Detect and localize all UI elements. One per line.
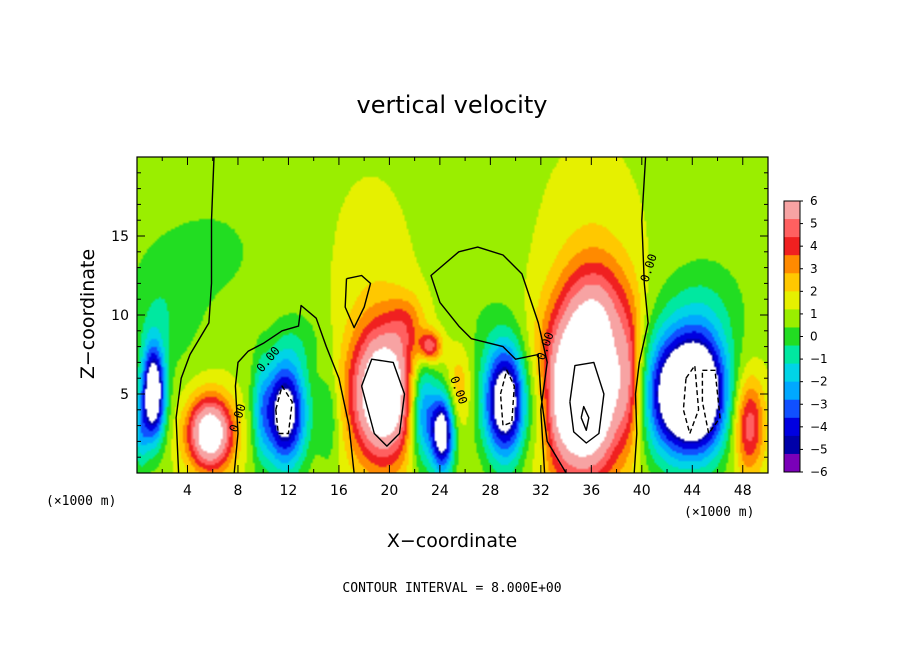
solid-contour xyxy=(430,246,567,473)
y-tick-label: 10 xyxy=(111,308,129,324)
x-axis-label: X−coordinate xyxy=(387,530,517,552)
x-tick-label: 28 xyxy=(481,483,499,499)
colorbar-swatch xyxy=(784,309,800,328)
x-tick-label: 8 xyxy=(233,483,242,499)
colorbar-swatch xyxy=(784,201,800,220)
y-axis-ticks: 5 10 15 xyxy=(111,172,768,458)
colorbar-label: 3 xyxy=(810,262,818,276)
colorbar-label: 6 xyxy=(810,194,818,208)
colorbar-label: −2 xyxy=(810,375,828,389)
solid-contour xyxy=(233,304,355,473)
velocity-field-image xyxy=(137,157,768,473)
solid-contour xyxy=(175,157,215,473)
x-tick-label: 48 xyxy=(734,483,752,499)
solid-contour xyxy=(360,358,406,447)
solid-contour xyxy=(580,405,590,431)
colorbar-label: −6 xyxy=(810,465,828,479)
x-tick-label: 4 xyxy=(183,483,192,499)
colorbar-swatch xyxy=(784,381,800,401)
colorbar-label: −3 xyxy=(810,397,828,411)
colorbar-swatch xyxy=(784,453,800,473)
colorbar-swatch xyxy=(784,399,800,419)
x-tick-label: 24 xyxy=(431,483,449,499)
dashed-contour xyxy=(682,364,700,435)
solid-contour xyxy=(569,361,605,444)
y-tick-label: 15 xyxy=(111,229,129,245)
colorbar: 6 5 4 3 2 1 0 −1 −2 −3 −4 −5 −6 xyxy=(783,194,828,479)
solid-contour xyxy=(344,274,372,329)
colorbar-swatch xyxy=(784,363,800,383)
colorbar-label: −4 xyxy=(810,420,828,434)
colorbar-swatch xyxy=(784,327,800,347)
colorbar-label: −1 xyxy=(810,352,828,366)
colorbar-label: 4 xyxy=(810,239,818,253)
colorbar-swatch xyxy=(784,435,800,455)
x-unit-right: (×1000 m) xyxy=(684,505,754,520)
x-axis-ticks: 4 8 12 16 20 24 28 32 36 40 44 48 xyxy=(161,157,752,499)
colorbar-label: 1 xyxy=(810,307,818,321)
colorbar-swatch xyxy=(784,219,800,238)
colorbar-label: −5 xyxy=(810,442,828,456)
y-axis-label: Z−coordinate xyxy=(77,249,99,379)
contour-lines xyxy=(175,157,721,473)
solid-contour xyxy=(633,157,649,473)
colorbar-swatch xyxy=(784,291,800,310)
colorbar-swatch xyxy=(784,345,800,365)
colorbar-swatch xyxy=(784,273,800,292)
colorbar-swatch xyxy=(784,417,800,437)
colorbar-swatch xyxy=(784,237,800,256)
chart-title: vertical velocity xyxy=(357,91,548,119)
x-tick-label: 44 xyxy=(683,483,701,499)
x-unit-left: (×1000 m) xyxy=(46,494,116,509)
x-tick-label: 20 xyxy=(380,483,398,499)
colorbar-label: 0 xyxy=(810,330,818,344)
contour-interval-note: CONTOUR INTERVAL = 8.000E+00 xyxy=(342,581,561,596)
x-tick-label: 16 xyxy=(330,483,348,499)
plot-area: 0.00 0.00 0.00 0.00 0.00 4 8 12 16 20 24 28 32 3… xyxy=(111,156,769,499)
colorbar-swatch xyxy=(784,255,800,274)
colorbar-label: 2 xyxy=(810,284,818,298)
colorbar-label: 5 xyxy=(810,217,818,231)
y-tick-label: 5 xyxy=(120,387,129,403)
x-tick-label: 12 xyxy=(280,483,298,499)
x-tick-label: 32 xyxy=(532,483,550,499)
x-tick-label: 40 xyxy=(633,483,651,499)
x-tick-label: 36 xyxy=(582,483,600,499)
dashed-contour xyxy=(275,385,293,435)
dashed-contour xyxy=(701,369,721,435)
dashed-contour xyxy=(499,369,515,427)
